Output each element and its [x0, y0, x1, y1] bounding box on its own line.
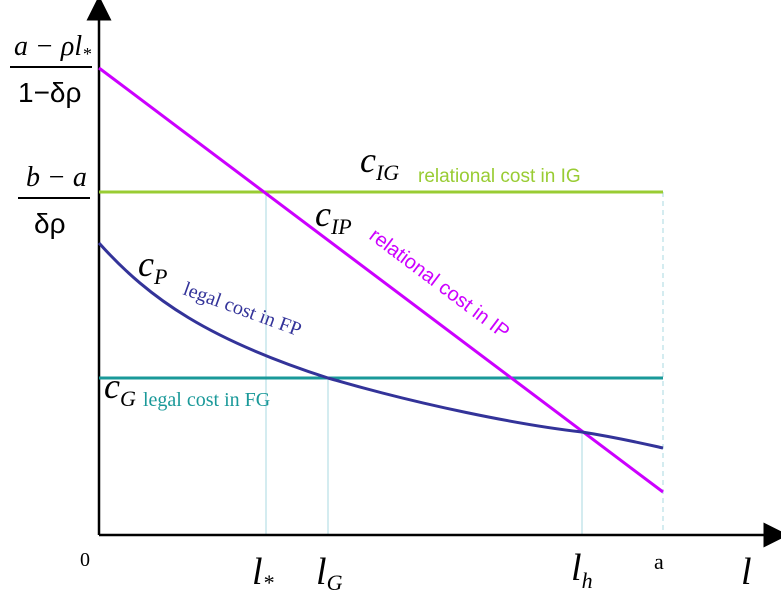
x-label-a: a: [654, 549, 664, 574]
y-label-top-denominator: 1−δρ: [18, 77, 81, 108]
c-ip-symbol: cIP: [315, 194, 352, 239]
c-ig-description: relational cost in IG: [418, 166, 581, 187]
c-ig-symbol: cIG: [360, 140, 399, 185]
y-label-mid: b − a δρ: [18, 162, 90, 239]
guide-lines: [265, 192, 664, 535]
c-g-label: cG legal cost in FG: [104, 366, 270, 411]
c-p-symbol: cP: [138, 244, 167, 289]
c-p-curve: [97, 241, 664, 450]
c-g-symbol: cG: [104, 366, 136, 411]
y-label-top-numerator: a − ρl*: [14, 31, 91, 64]
x-label-origin: 0: [80, 549, 90, 571]
x-axis-variable: l: [741, 551, 752, 593]
x-label-l-h: lh: [571, 547, 593, 593]
c-p-label: cP legal cost in FP: [138, 244, 304, 341]
y-label-top: a − ρl* 1−δρ: [10, 31, 92, 108]
y-label-mid-denominator: δρ: [34, 208, 66, 239]
c-g-description: legal cost in FG: [143, 389, 270, 411]
c-p-description: legal cost in FP: [180, 278, 304, 341]
y-label-mid-numerator: b − a: [26, 162, 87, 193]
x-label-l-star: l*: [252, 551, 274, 595]
c-ig-label: cIG relational cost in IG: [360, 140, 581, 187]
c-ip-line: [98, 66, 664, 494]
x-label-l-g: lG: [316, 551, 343, 595]
c-ip-label: cIP relational cost in IP: [315, 194, 513, 343]
